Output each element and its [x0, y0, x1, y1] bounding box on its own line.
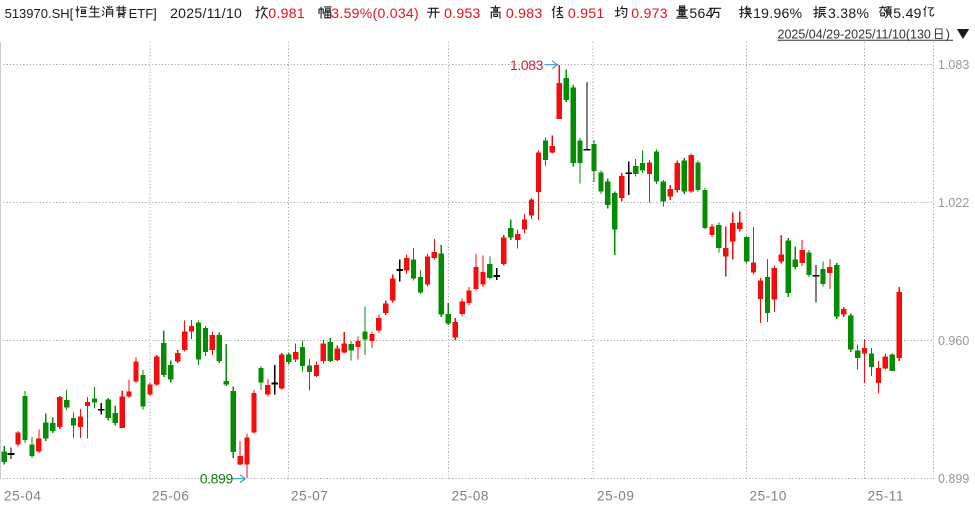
svg-text:25-09: 25-09 — [597, 489, 635, 504]
svg-text:0.981: 0.981 — [268, 5, 305, 21]
svg-text:2025/04/29-2025/11/10(130: 2025/04/29-2025/11/10(130 — [778, 27, 931, 41]
svg-text:3.38%: 3.38% — [828, 5, 869, 21]
svg-text:3.59%(0.034): 3.59%(0.034) — [331, 5, 419, 21]
svg-text:1.083: 1.083 — [938, 58, 969, 72]
svg-text:1.022: 1.022 — [938, 196, 969, 210]
svg-text:5.49: 5.49 — [893, 5, 921, 21]
svg-text:25-07: 25-07 — [291, 489, 329, 504]
svg-text:25-08: 25-08 — [452, 489, 490, 504]
svg-text:1.083: 1.083 — [510, 57, 544, 73]
svg-text:0.951: 0.951 — [568, 5, 605, 21]
svg-text:0.953: 0.953 — [444, 5, 481, 21]
svg-text:0.960: 0.960 — [938, 334, 969, 348]
svg-text:25-06: 25-06 — [152, 489, 190, 504]
svg-text:25-10: 25-10 — [750, 489, 788, 504]
svg-text:0.899: 0.899 — [938, 472, 969, 486]
svg-text:19.96%: 19.96% — [753, 5, 802, 21]
svg-text:0.973: 0.973 — [631, 5, 668, 21]
svg-text:2025/11/10: 2025/11/10 — [170, 5, 242, 21]
svg-text:): ) — [946, 27, 950, 41]
svg-text:ETF]: ETF] — [129, 6, 157, 21]
svg-text:0.983: 0.983 — [506, 5, 543, 21]
svg-text:25-04: 25-04 — [4, 489, 42, 504]
svg-text:513970.SH[: 513970.SH[ — [5, 6, 74, 21]
svg-text:0.899: 0.899 — [200, 471, 234, 487]
svg-text:25-11: 25-11 — [868, 489, 905, 504]
svg-text:564: 564 — [689, 5, 713, 21]
